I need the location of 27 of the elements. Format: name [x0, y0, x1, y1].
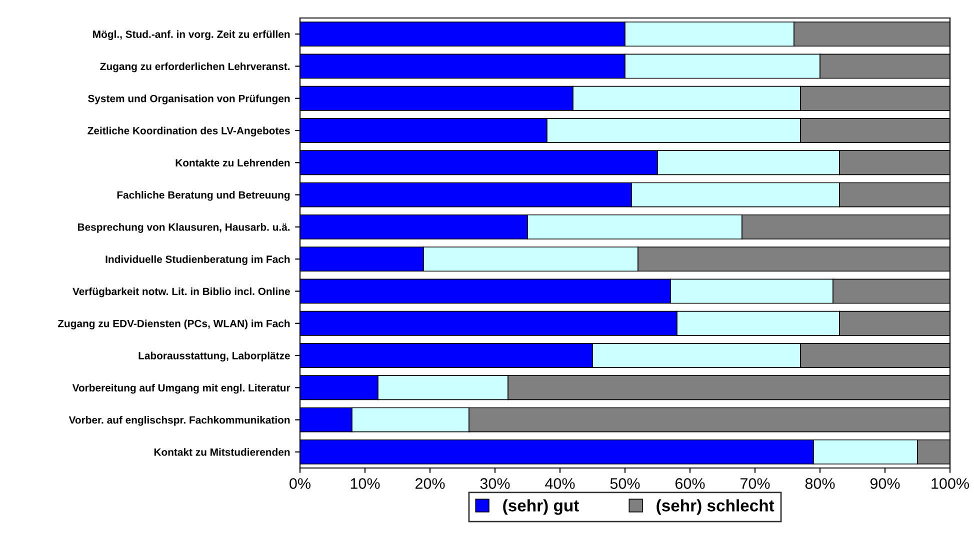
x-tick-label: 30% — [480, 478, 510, 489]
x-tick-label: 90% — [870, 478, 900, 489]
x-tick-label: 20% — [415, 478, 445, 489]
y-tick-label: Kontakt zu Mitstudierenden — [154, 448, 290, 456]
y-tick-label: Laborausstattung, Laborplätze — [138, 352, 290, 362]
y-tick-label: Individuelle Studienberatung im Fach — [106, 255, 290, 266]
x-tick-label: 100% — [932, 478, 969, 489]
y-tick-label: Vorbereitung auf Umgang mit engl. Literatur — [72, 384, 290, 394]
legend-label: (sehr) gut — [503, 499, 579, 515]
x-tick-label: 40% — [545, 478, 575, 489]
legend-label: (sehr) schlecht — [656, 499, 774, 515]
x-tick-label: 70% — [740, 478, 770, 489]
y-tick-label: Vorber. auf englischspr. Fachkommunikation — [68, 416, 290, 426]
x-tick-label: 10% — [350, 478, 380, 489]
x-tick-label: 50% — [610, 478, 640, 489]
y-tick-label: Besprechung von Klausuren, Hausarb. u.ä. — [78, 223, 290, 233]
y-tick-label: Kontakte zu Lehrenden — [176, 158, 290, 167]
x-tick-label: 60% — [675, 478, 705, 489]
y-tick-label: Zugang zu EDV-Diensten (PCs, WLAN) im Fach — [58, 320, 290, 330]
y-tick-label: Fachliche Beratung und Betreuung — [117, 191, 290, 201]
y-tick-label: Zeitliche Koordination des LV-Angebotes — [88, 126, 290, 136]
y-tick-label: System und Organisation von Prüfungen — [88, 94, 290, 104]
y-tick-label: Mögl., Stud.-anf. in vorg. Zeit zu erfüllen — [93, 30, 290, 40]
y-tick-label: Zugang zu erforderlichen Lehrveranst. — [100, 62, 290, 72]
x-tick-label: 0% — [290, 478, 310, 489]
x-tick-label: 80% — [805, 478, 835, 489]
y-tick-label: Verfügbarkeit notw. Lit. in Biblio incl. Online — [72, 287, 290, 298]
